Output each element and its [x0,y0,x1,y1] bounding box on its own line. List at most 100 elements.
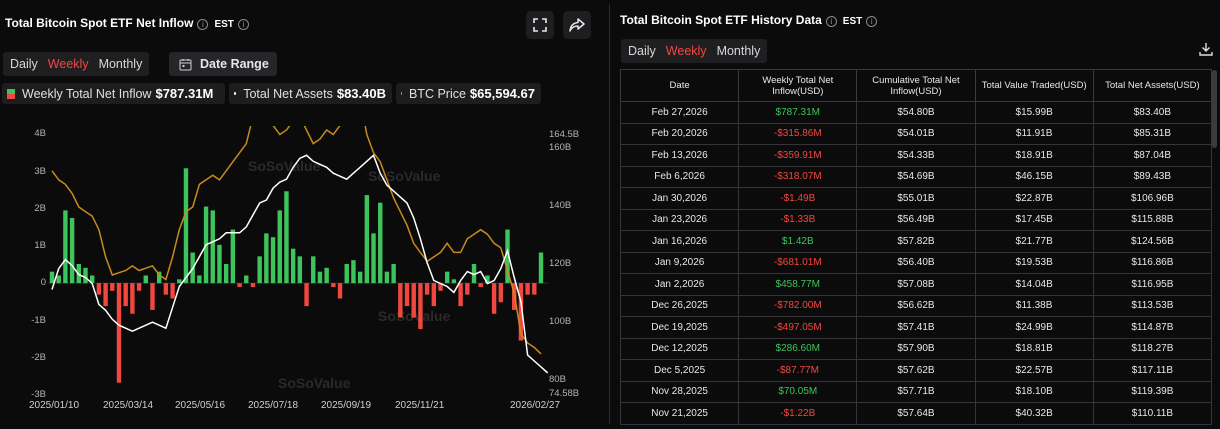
tab-daily[interactable]: Daily [628,44,656,58]
legend-net-assets[interactable]: Total Net Assets $83.40B [229,83,392,104]
table-cell: $18.91B [974,144,1094,167]
inflow-bar[interactable] [505,229,510,284]
inflow-bar[interactable] [237,283,242,287]
inflow-bar[interactable] [371,233,376,284]
inflow-bar[interactable] [284,191,289,284]
inflow-bar[interactable] [290,248,296,284]
tab-daily[interactable]: Daily [10,57,38,71]
inflow-bar[interactable] [458,283,463,307]
inflow-bar[interactable] [96,283,102,295]
inflow-bar[interactable] [337,283,343,299]
tab-weekly[interactable]: Weekly [665,44,707,58]
inflow-bar[interactable] [331,283,336,287]
inflow-bar[interactable] [451,279,457,284]
inflow-bar[interactable] [277,210,282,284]
inflow-bar[interactable] [250,283,256,287]
inflow-bar[interactable] [217,244,222,284]
inflow-bar[interactable] [398,283,403,318]
inflow-bar[interactable] [170,283,175,299]
inflow-bar[interactable] [150,283,155,310]
inflow-bar[interactable] [69,218,75,284]
date-range-button[interactable]: Date Range [169,52,277,76]
fullscreen-button[interactable] [526,11,554,39]
inflow-bar[interactable] [445,271,450,284]
net-inflow-chart[interactable]: SoSoValueSoSoValueSoSoValueSoSoValue [48,126,548,398]
table-header-row: Date Weekly Total Net Inflow(USD) Cumula… [619,69,1213,102]
inflow-bar[interactable] [498,283,504,303]
inflow-bar[interactable] [378,202,383,284]
inflow-bar[interactable] [404,283,410,307]
inflow-bar[interactable] [177,279,182,284]
inflow-bar[interactable] [491,283,497,314]
inflow-bar[interactable] [210,210,215,284]
column-header[interactable]: Weekly Total Net Inflow(USD) [738,69,858,102]
inflow-bar[interactable] [116,283,122,383]
legend-net-inflow[interactable]: Weekly Total Net Inflow $787.31M [2,83,225,104]
column-header[interactable]: Total Net Assets(USD) [1092,69,1213,102]
inflow-bar[interactable] [344,264,349,284]
inflow-bar[interactable] [56,275,61,284]
tab-weekly[interactable]: Weekly [47,57,89,71]
inflow-bar[interactable] [123,283,128,307]
table-cell: Feb 13,2026 [619,144,740,167]
table-row: Feb 6,2026 -$318.07M $54.69B $46.15B $89.43B [619,165,1213,188]
inflow-bar[interactable] [103,283,108,307]
column-header[interactable]: Date [619,69,740,102]
inflow-bar[interactable] [351,260,356,284]
inflow-bar[interactable] [230,229,236,284]
column-header[interactable]: Total Value Traded(USD) [974,69,1094,102]
inflow-bar[interactable] [297,256,303,284]
info-icon[interactable]: i [237,19,249,30]
inflow-bar[interactable] [317,271,323,284]
inflow-bar[interactable] [270,237,276,284]
inflow-bar[interactable] [143,275,148,284]
inflow-bar[interactable] [518,283,524,341]
inflow-bar[interactable] [532,283,537,295]
share-button[interactable] [563,11,591,39]
inflow-bar[interactable] [183,168,189,284]
inflow-bar[interactable] [465,283,470,295]
inflow-bar[interactable] [538,252,544,284]
info-icon[interactable]: i [866,16,878,27]
inflow-bar[interactable] [471,264,477,284]
inflow-bar[interactable] [110,283,115,291]
inflow-bar[interactable] [411,283,416,318]
inflow-bar[interactable] [438,283,443,291]
inflow-bar[interactable] [304,283,309,307]
inflow-bar[interactable] [384,271,390,284]
inflow-bar[interactable] [223,264,229,284]
download-icon[interactable] [1199,42,1213,56]
inflow-bar[interactable] [431,283,437,307]
legend-btc-price[interactable]: BTC Price $65,594.67 [396,83,541,104]
info-icon[interactable]: i [825,16,837,27]
inflow-bar[interactable] [364,195,370,284]
inflow-bar[interactable] [49,271,55,284]
inflow-bar[interactable] [130,283,135,314]
inflow-bar[interactable] [311,256,316,284]
inflow-bar[interactable] [478,283,483,287]
inflow-bar[interactable] [63,210,68,284]
inflow-bar[interactable] [244,275,249,284]
net-assets-line[interactable] [51,154,548,374]
inflow-bar[interactable] [264,233,269,284]
inflow-bar[interactable] [156,271,162,284]
inflow-bar[interactable] [424,283,430,295]
column-header[interactable]: Cumulative Total Net Inflow(USD) [856,69,976,102]
inflow-bar[interactable] [418,283,423,330]
btc-price-line[interactable] [51,126,542,355]
inflow-bar[interactable] [89,275,95,284]
inflow-bar[interactable] [163,283,169,295]
inflow-bar[interactable] [324,267,329,284]
inflow-bar[interactable] [391,264,396,284]
inflow-bar[interactable] [136,283,142,291]
inflow-bar[interactable] [357,271,363,284]
inflow-bar[interactable] [197,275,202,284]
tab-monthly[interactable]: Monthly [716,44,761,58]
inflow-bar[interactable] [525,283,530,295]
inflow-bar[interactable] [83,267,88,284]
tab-monthly[interactable]: Monthly [98,57,143,71]
info-icon[interactable]: i [197,19,209,30]
table-scrollbar[interactable] [1212,70,1217,148]
inflow-bar[interactable] [257,256,262,284]
inflow-bar[interactable] [485,275,490,284]
